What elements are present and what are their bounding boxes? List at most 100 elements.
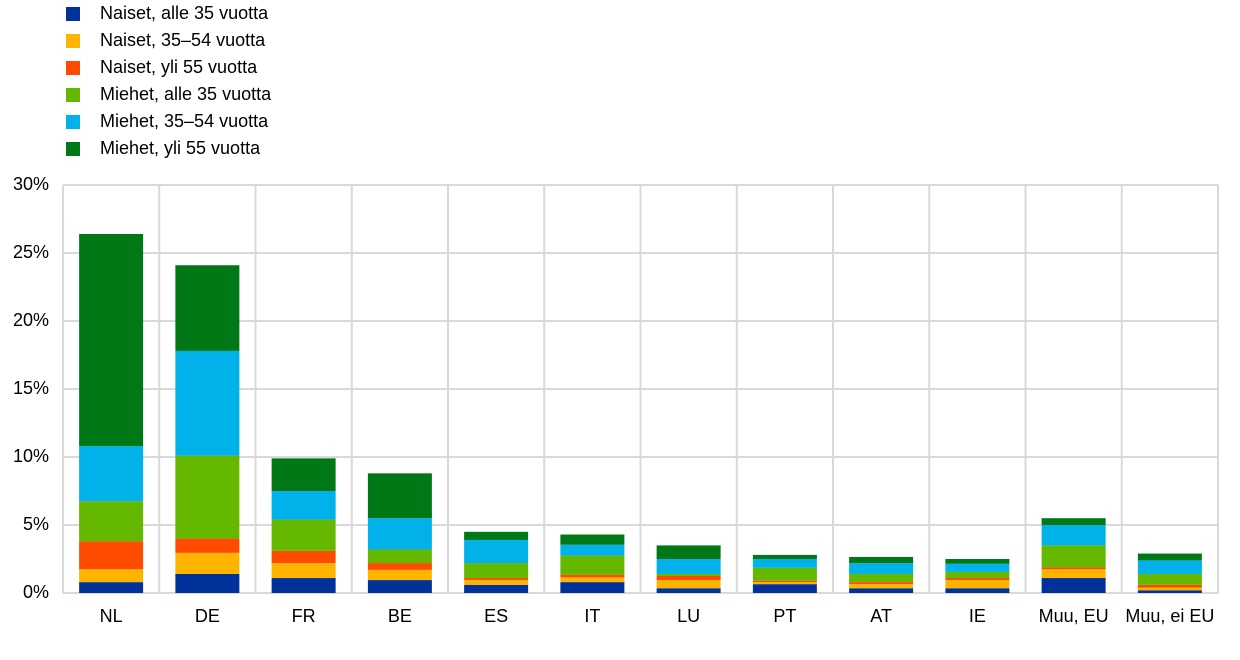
legend-label: Miehet, alle 35 vuotta: [100, 84, 272, 104]
bar-segment: [560, 555, 625, 575]
bar-segment: [560, 544, 625, 556]
bar-segment: [271, 550, 336, 564]
bar-segment: [367, 549, 432, 564]
bar-segment: [1137, 584, 1202, 588]
y-tick-label: 15%: [13, 378, 49, 398]
bar-segment: [945, 559, 1010, 564]
bar-segment: [849, 563, 914, 574]
legend-label: Miehet, yli 55 vuotta: [100, 138, 261, 158]
bar-segment: [656, 580, 721, 589]
bar-segment: [752, 582, 817, 585]
x-tick-label: AT: [870, 606, 892, 626]
bar-segment: [271, 519, 336, 551]
x-tick-label: IE: [968, 606, 986, 626]
legend-swatch: [66, 115, 80, 129]
bar-segment: [79, 446, 144, 502]
bar-segment: [79, 501, 144, 542]
legend-label: Miehet, 35–54 vuotta: [100, 111, 269, 131]
bar-segment: [945, 571, 1010, 579]
bar-segment: [752, 567, 817, 581]
legend-swatch: [66, 61, 80, 75]
legend-label: Naiset, 35–54 vuotta: [100, 30, 266, 50]
bar-segment: [367, 473, 432, 519]
bar-segment: [175, 573, 240, 593]
x-tick-label: IT: [584, 606, 601, 626]
bar-segment: [464, 584, 529, 593]
bar-segment: [656, 573, 721, 576]
bar-segment: [1041, 518, 1106, 525]
bar-segment: [367, 563, 432, 570]
y-tick-label: 5%: [23, 514, 49, 534]
x-tick-label: LU: [677, 606, 701, 626]
bar-segment: [945, 580, 1010, 589]
bar-segment: [1137, 590, 1202, 593]
bar-segment: [271, 458, 336, 491]
legend-swatch: [66, 7, 80, 21]
bar-segment: [1137, 573, 1202, 585]
y-tick-label: 25%: [13, 242, 49, 262]
x-tick-label: ES: [484, 606, 509, 626]
bar-segment: [271, 491, 336, 520]
bar-segment: [1137, 553, 1202, 561]
bar-segment: [271, 563, 336, 579]
bar-segment: [752, 584, 817, 593]
bar-segment: [945, 563, 1010, 572]
bar-segment: [945, 578, 1010, 581]
bar-segment: [175, 538, 240, 553]
x-tick-label: Muu, ei EU: [1125, 606, 1215, 626]
bar-segment: [656, 588, 721, 593]
bar-segment: [1041, 545, 1106, 568]
bar-segment: [560, 577, 625, 583]
x-tick-label: FR: [291, 606, 316, 626]
x-tick-label: Muu, EU: [1038, 606, 1109, 626]
bar-segment: [175, 552, 240, 574]
legend-label: Naiset, alle 35 vuotta: [100, 3, 269, 23]
bar-segment: [367, 580, 432, 593]
bar-segment: [464, 563, 529, 579]
bar-segment: [79, 569, 144, 583]
bar-segment: [752, 554, 817, 559]
bar-segment: [945, 588, 1010, 593]
bar-segment: [79, 541, 144, 570]
y-tick-label: 10%: [13, 446, 49, 466]
bar-segment: [752, 559, 817, 568]
bar-segment: [656, 545, 721, 559]
bar-segment: [175, 350, 240, 456]
legend-swatch: [66, 142, 80, 156]
legend-swatch: [66, 34, 80, 48]
bar-segment: [656, 559, 721, 574]
legend-label: Naiset, yli 55 vuotta: [100, 57, 258, 77]
x-tick-label: PT: [773, 606, 797, 626]
bar-segment: [271, 578, 336, 593]
bar-segment: [560, 582, 625, 593]
y-tick-label: 30%: [13, 174, 49, 194]
bar-segment: [367, 569, 432, 581]
bar-segment: [656, 576, 721, 581]
bar-segment: [849, 582, 914, 585]
bar-segment: [849, 573, 914, 583]
bar-segment: [1041, 578, 1106, 593]
bar-segment: [752, 580, 817, 583]
bar-segment: [1041, 567, 1106, 570]
bar-segment: [464, 539, 529, 564]
x-tick-label: DE: [194, 606, 220, 626]
bar-segment: [849, 556, 914, 564]
bar-segment: [175, 265, 240, 351]
bar-segment: [1041, 569, 1106, 579]
bar-segment: [849, 588, 914, 593]
bar-segment: [560, 574, 625, 578]
bar-segment: [464, 580, 529, 585]
bar-segment: [1137, 560, 1202, 574]
bar-segment: [1041, 525, 1106, 546]
bar-segment: [464, 578, 529, 581]
bar-segment: [367, 518, 432, 550]
bar-segment: [175, 455, 240, 539]
legend-swatch: [66, 88, 80, 102]
y-tick-label: 20%: [13, 310, 49, 330]
x-tick-label: BE: [387, 606, 412, 626]
bar-segment: [79, 582, 144, 593]
y-tick-label: 0%: [23, 582, 49, 602]
bar-segment: [1137, 587, 1202, 591]
